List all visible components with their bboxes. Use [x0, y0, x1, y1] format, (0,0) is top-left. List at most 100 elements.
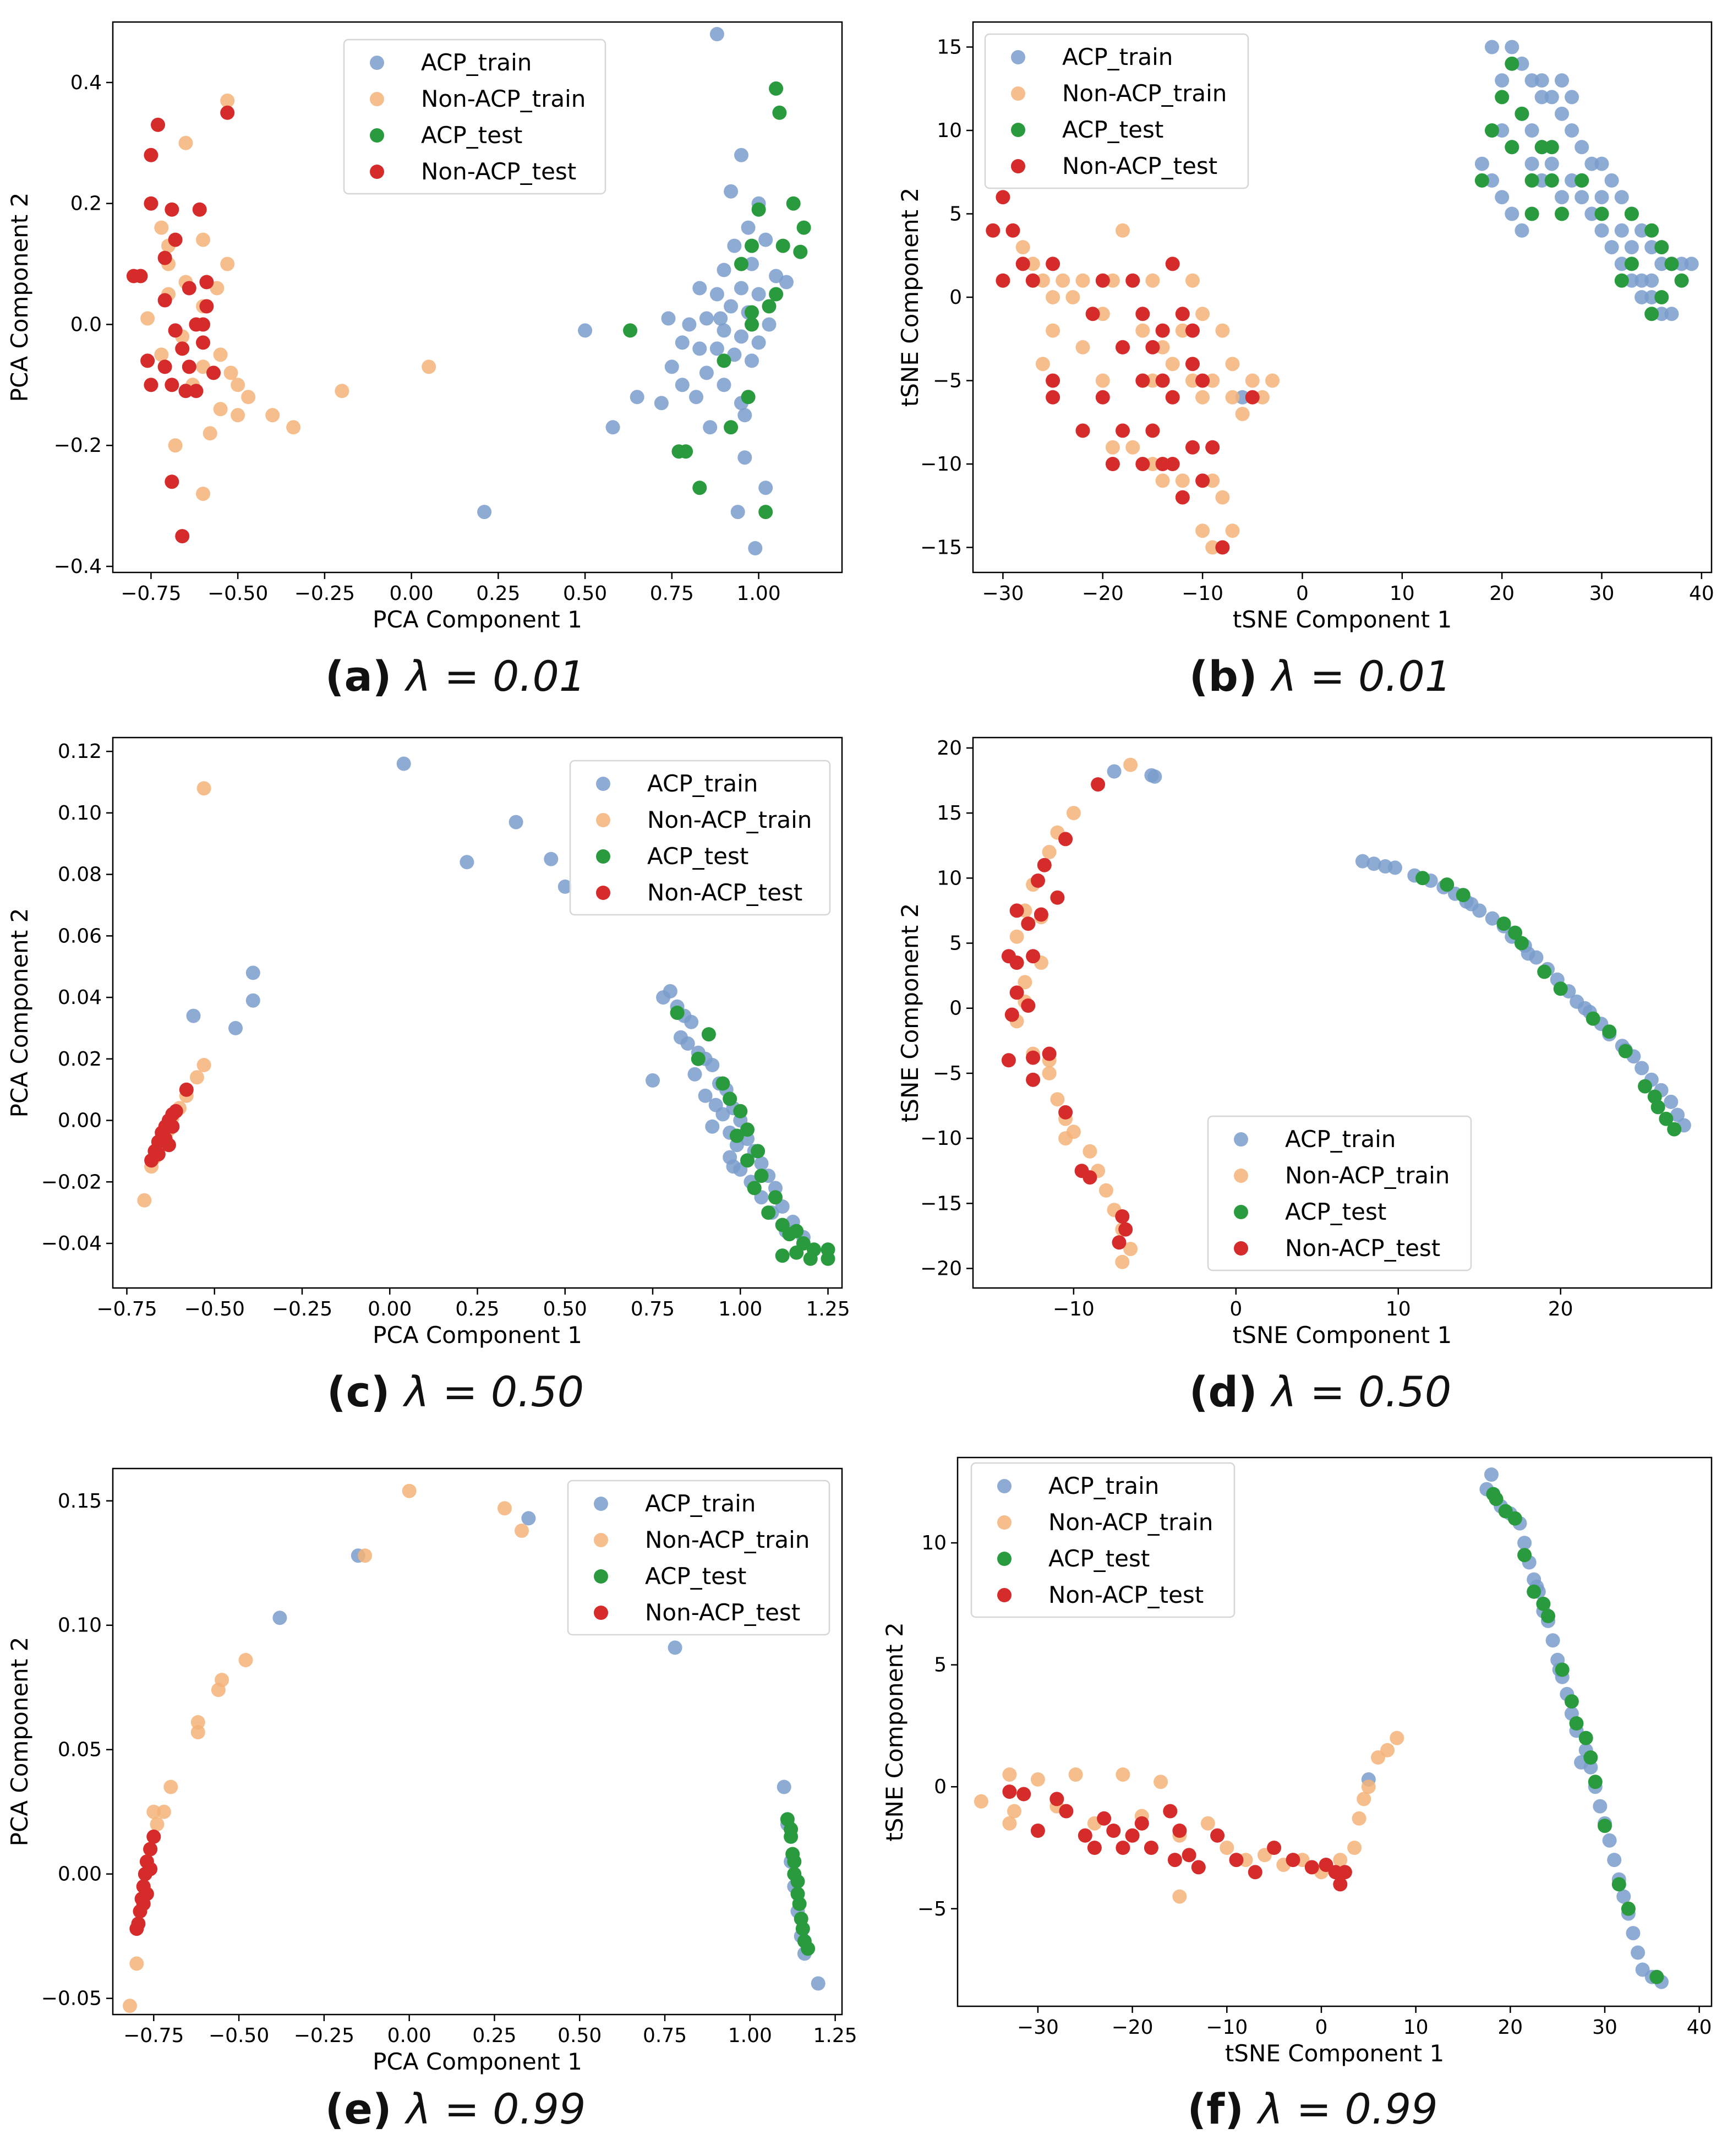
point-non-acp_test: [1172, 1824, 1187, 1838]
point-non-acp_test: [1075, 423, 1090, 438]
point-acp_train: [245, 993, 260, 1008]
point-acp_test: [1544, 140, 1559, 155]
x-tick-label: 10: [1390, 582, 1415, 605]
point-non-acp_train: [190, 1725, 205, 1740]
point-acp_test: [1534, 140, 1549, 155]
legend-marker-acp_test: [997, 1552, 1012, 1566]
legend-marker-acp_test: [1234, 1205, 1248, 1219]
point-non-acp_test: [1155, 373, 1170, 388]
x-tick-label: −10: [1206, 2016, 1248, 2039]
point-non-acp_train: [1115, 1254, 1130, 1269]
point-non-acp_test: [1087, 1841, 1102, 1855]
point-acp_train: [1484, 1467, 1499, 1482]
legend-marker-non-acp_train: [370, 92, 384, 106]
x-tick-label: 20: [1497, 2016, 1523, 2039]
point-non-acp_train: [1205, 540, 1220, 555]
point-acp_train: [1684, 256, 1699, 271]
x-tick-label: −20: [1082, 582, 1124, 605]
point-acp_train: [1594, 190, 1609, 205]
point-acp_train: [1634, 223, 1649, 238]
point-acp_train: [605, 420, 620, 435]
point-acp_test: [784, 1822, 799, 1837]
point-non-acp_train: [1155, 473, 1170, 488]
point-acp_test: [1524, 206, 1539, 221]
point-non-acp_test: [220, 105, 235, 120]
point-non-acp_train: [189, 1070, 204, 1085]
point-acp_test: [790, 1874, 805, 1889]
point-acp_train: [1517, 1536, 1532, 1551]
point-acp_test: [786, 196, 801, 211]
point-non-acp_train: [1042, 1066, 1057, 1080]
y-tick-label: 20: [937, 737, 962, 760]
point-acp_test: [1649, 1969, 1664, 1984]
point-non-acp_train: [1025, 256, 1040, 271]
y-tick-label: 15: [937, 36, 962, 58]
point-non-acp_train: [154, 347, 169, 362]
point-non-acp_test: [165, 1119, 180, 1134]
x-tick-label: −0.50: [184, 1298, 245, 1320]
point-non-acp_test: [1091, 777, 1106, 792]
point-non-acp_test: [1021, 916, 1036, 931]
point-acp_train: [1505, 206, 1519, 221]
points-a: [126, 27, 811, 555]
point-acp_train: [703, 420, 718, 435]
point-non-acp_test: [179, 1082, 194, 1097]
point-non-acp_train: [241, 390, 256, 405]
point-acp_test: [670, 1006, 685, 1020]
point-acp_train: [509, 815, 523, 829]
point-non-acp_train: [1125, 440, 1140, 455]
x-tick-label: 0.00: [390, 582, 434, 605]
panel-c: −0.75 −0.50 −0.25 0.00 0.25 0.50 0.75 1.00 1.25 −…: [6, 736, 850, 1416]
point-non-acp_test: [165, 378, 179, 392]
point-acp_test: [1578, 1731, 1593, 1745]
legend-label: Non-ACP_test: [1062, 152, 1217, 179]
point-acp_train: [779, 275, 794, 290]
point-non-acp_test: [129, 1922, 144, 1936]
caption-letter: (c): [327, 1367, 404, 1416]
point-non-acp_test: [189, 384, 204, 399]
legend: ACP_train Non-ACP_train ACP_test Non-ACP_te…: [567, 1480, 830, 1636]
y-tick-label: −10: [920, 1127, 962, 1150]
point-acp_train: [1515, 56, 1529, 71]
point-acp_test: [623, 323, 638, 338]
point-non-acp_train: [1165, 357, 1180, 372]
y-tick-label: 5: [934, 1654, 947, 1677]
point-acp_train: [1607, 1853, 1622, 1868]
point-acp_train: [1107, 764, 1122, 779]
point-acp_test: [1415, 871, 1430, 886]
point-acp_train: [705, 1058, 720, 1072]
point-acp_train: [1235, 390, 1250, 405]
point-acp_train: [777, 1780, 791, 1794]
point-acp_test: [772, 105, 787, 120]
legend-marker-acp_train: [594, 1497, 608, 1511]
point-acp_train: [1565, 123, 1579, 138]
point-non-acp_test: [1195, 373, 1210, 388]
point-non-acp_train: [220, 256, 235, 271]
point-non-acp_test: [1025, 273, 1040, 288]
legend-marker-non-acp_test: [1234, 1241, 1248, 1256]
y-tick-label: −0.04: [41, 1232, 102, 1255]
point-acp_train: [758, 232, 773, 247]
point-non-acp_train: [1185, 273, 1200, 288]
point-acp_train: [521, 1511, 536, 1526]
point-acp_train: [1604, 240, 1619, 255]
x-tick-label: 1.00: [718, 1298, 762, 1320]
x-tick-label: −0.25: [294, 582, 355, 605]
point-non-acp_test: [1085, 307, 1100, 321]
point-non-acp_test: [143, 1842, 158, 1857]
point-acp_test: [801, 1941, 816, 1956]
y-tick-label: 5: [949, 203, 962, 225]
y-axis-label: PCA Component 2: [6, 1637, 33, 1847]
point-acp_train: [709, 27, 724, 41]
point-acp_train: [245, 965, 260, 980]
point-acp_train: [758, 481, 773, 495]
point-non-acp_train: [515, 1524, 529, 1538]
point-non-acp_train: [223, 365, 238, 380]
point-acp_test: [1659, 1111, 1674, 1126]
point-acp_train: [544, 852, 559, 866]
point-acp_train: [1644, 273, 1659, 288]
point-acp_test: [795, 1922, 810, 1936]
point-non-acp_test: [1135, 307, 1150, 321]
point-acp_test: [768, 1190, 783, 1205]
